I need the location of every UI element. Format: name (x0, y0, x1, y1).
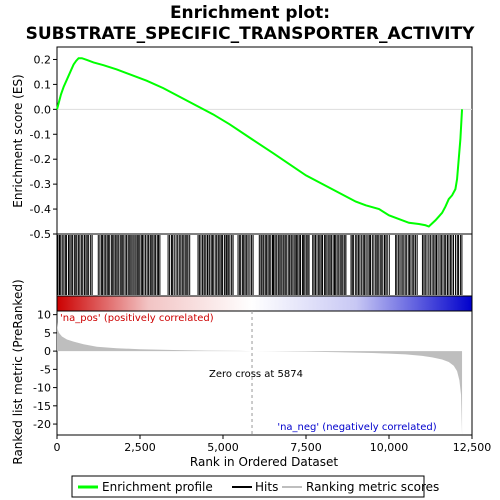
ranking-metric-area (57, 321, 463, 435)
metric-y-tick-label: -5 (40, 363, 51, 376)
rank-colorbar-rect (56, 295, 473, 312)
metric-y-tick-label: -10 (33, 382, 51, 395)
metric-y-tick-label: 5 (44, 327, 51, 340)
legend: Enrichment profile Hits Ranking metric s… (71, 475, 439, 498)
enrichment-y-tick-label: -0.3 (30, 178, 51, 191)
legend-enrichment-label: Enrichment profile (102, 480, 213, 494)
enrichment-y-ticks: -0.5 -0.4 -0.3 -0.2 -0.1 0.0 0.1 0.2 (30, 53, 57, 241)
metric-x-axis-label: Rank in Ordered Dataset (190, 455, 338, 469)
metric-x-tick-label: 0 (54, 441, 61, 454)
chart-title-line2: SUBSTRATE_SPECIFIC_TRANSPORTER_ACTIVITY (26, 24, 475, 44)
enrichment-y-tick-label: 0.0 (34, 103, 52, 116)
chart-title-line1: Enrichment plot: (170, 3, 330, 23)
hits-panel (56, 233, 473, 297)
enrichment-y-tick-label: -0.2 (30, 153, 51, 166)
positive-correlation-label: 'na_pos' (positively correlated) (60, 313, 214, 324)
enrichment-y-tick-label: 0.2 (34, 53, 52, 66)
metric-panel-frame (56, 310, 473, 436)
metric-y-tick-label: 0 (44, 345, 51, 358)
enrichment-y-tick-label: -0.5 (30, 228, 51, 241)
metric-x-tick-label: 7,500 (290, 441, 322, 454)
enrichment-panel: -0.5 -0.4 -0.3 -0.2 -0.1 0.0 0.1 0.2 Enrichment… (11, 46, 473, 241)
metric-y-ticks: -20 -15 -10 -5 0 5 10 (33, 309, 57, 431)
metric-y-axis-label: Ranked list metric (PreRanked) (11, 279, 25, 464)
metric-x-tick-label: 5,000 (207, 441, 239, 454)
metric-y-tick-label: -20 (33, 418, 51, 431)
enrichment-y-tick-label: 0.1 (34, 78, 52, 91)
metric-panel: -20 -15 -10 -5 0 5 10 0 2,500 5,000 7,500 10,000 12… (11, 279, 491, 469)
metric-x-ticks: 0 2,500 5,000 7,500 10,000 12,500 (54, 435, 492, 454)
enrichment-y-tick-label: -0.4 (30, 203, 51, 216)
enrichment-y-tick-label: -0.1 (30, 128, 51, 141)
metric-y-tick-label: -15 (33, 400, 51, 413)
enrichment-y-axis-label: Enrichment score (ES) (11, 74, 25, 207)
metric-x-tick-label: 12,500 (453, 441, 492, 454)
metric-x-tick-label: 2,500 (124, 441, 156, 454)
enrichment-panel-frame (56, 46, 473, 235)
metric-y-tick-label: 10 (37, 309, 51, 322)
negative-correlation-label: 'na_neg' (negatively correlated) (277, 422, 436, 433)
legend-metric-label: Ranking metric scores (306, 480, 439, 494)
enrichment-profile-line (56, 57, 464, 228)
metric-x-tick-label: 10,000 (370, 441, 409, 454)
legend-hits-label: Hits (255, 480, 278, 494)
rank-colorbar (56, 295, 473, 312)
zero-cross-label: Zero cross at 5874 (209, 369, 303, 380)
hit-lines (57, 235, 463, 295)
